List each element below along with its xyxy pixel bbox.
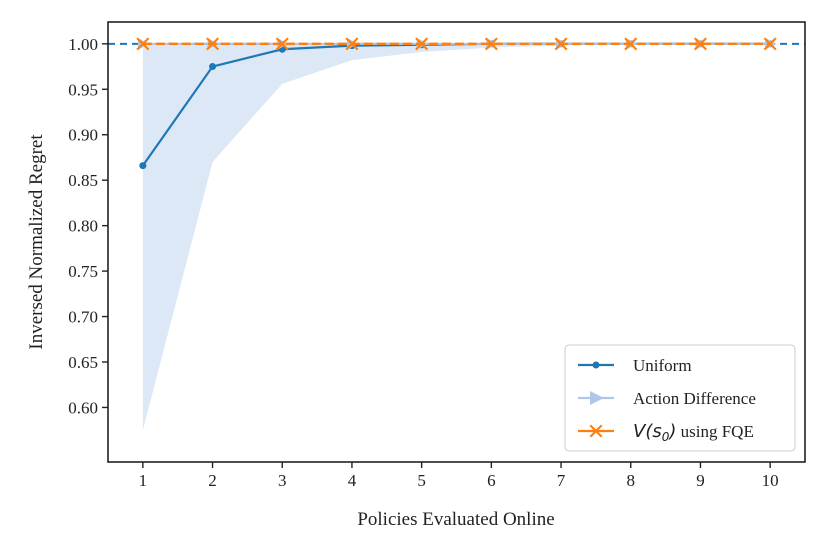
legend-label-fqe-close: ) xyxy=(667,421,676,442)
legend-marker-action-difference xyxy=(590,391,604,405)
y-tick-label: 0.80 xyxy=(68,217,98,236)
legend-entry-fqe: V(s0) using FQE xyxy=(578,421,754,444)
x-tick-label: 4 xyxy=(348,471,357,490)
y-tick-label: 0.85 xyxy=(68,171,98,190)
plot-area xyxy=(108,37,805,431)
uniform-confidence-band xyxy=(142,43,771,431)
legend-label-fqe-subscript: 0 xyxy=(662,430,670,444)
plot-frame xyxy=(107,21,806,463)
legend-entry-action-difference: Action Difference xyxy=(578,389,756,408)
series-fqe-point xyxy=(624,37,638,51)
y-tick-label: 0.90 xyxy=(68,126,98,145)
x-tick-label: 5 xyxy=(417,471,426,490)
x-tick-label: 1 xyxy=(139,471,148,490)
series-uniform-point xyxy=(209,63,217,71)
legend-label-uniform: Uniform xyxy=(633,356,692,375)
x-tick-label: 7 xyxy=(557,471,566,490)
x-tick-label: 2 xyxy=(208,471,217,490)
series-fqe-point xyxy=(206,37,220,51)
x-tick-label: 9 xyxy=(696,471,705,490)
legend-marker-fqe xyxy=(589,424,603,438)
legend: Uniform Action Difference V(s0) using FQ… xyxy=(564,344,796,452)
legend-label-fqe-rest: using FQE xyxy=(676,422,753,441)
y-tick-label: 0.60 xyxy=(68,398,98,417)
x-tick-label: 6 xyxy=(487,471,496,490)
y-tick-label: 0.75 xyxy=(68,262,98,281)
series-fqe-point xyxy=(763,37,777,51)
legend-label-fqe-math: V(s xyxy=(633,421,662,442)
x-tick-label: 3 xyxy=(278,471,287,490)
x-tick-label: 10 xyxy=(762,471,779,490)
series-fqe-point xyxy=(345,37,359,51)
legend-marker-uniform xyxy=(592,361,600,369)
y-tick-label: 1.00 xyxy=(68,35,98,54)
series-uniform-point xyxy=(139,162,147,170)
series-fqe-point xyxy=(275,37,289,51)
y-tick-label: 0.70 xyxy=(68,308,98,327)
legend-entry-uniform: Uniform xyxy=(578,356,692,375)
x-tick-label: 8 xyxy=(627,471,636,490)
series-fqe-point xyxy=(415,37,429,51)
series-fqe-point xyxy=(136,37,150,51)
series-fqe-point xyxy=(693,37,707,51)
y-tick-label: 0.95 xyxy=(68,80,98,99)
legend-label-action-difference: Action Difference xyxy=(633,389,756,408)
y-axis: 0.60 0.65 0.70 0.75 0.80 0.85 0.90 0.95 1.00 xyxy=(68,35,108,417)
series-fqe-point xyxy=(554,37,568,51)
y-axis-label: Inversed Normalized Regret xyxy=(26,134,47,350)
legend-label-fqe: V(s0) using FQE xyxy=(633,421,754,444)
x-axis-label: Policies Evaluated Online xyxy=(357,509,554,530)
series-fqe-point xyxy=(484,37,498,51)
legend-box xyxy=(564,344,796,452)
x-axis: 1 2 3 4 5 6 7 8 9 10 xyxy=(139,462,779,490)
y-tick-label: 0.65 xyxy=(68,353,98,372)
